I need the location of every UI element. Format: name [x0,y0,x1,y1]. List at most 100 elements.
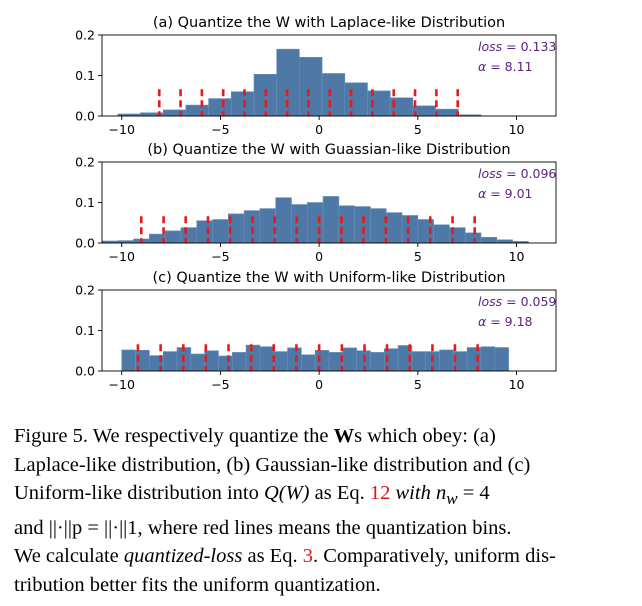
histogram-bar [321,73,346,117]
histogram-bar [306,202,324,244]
figure-caption: Figure 5. We respectively quantize the W… [14,422,628,600]
histogram-bar [218,355,233,372]
caption-text: tribution better fits the uniform quanti… [14,574,381,597]
alpha-value: = 9.01 [486,186,532,201]
x-tick-label: 0 [315,377,323,392]
histogram-bar [212,219,229,244]
caption-symbol-w: W [333,425,355,447]
alpha-annotation: α = 9.01 [478,186,533,201]
x-tick-label: 5 [414,249,422,264]
y-tick-label: 0.1 [75,195,95,210]
loss-label: loss [478,166,503,181]
y-tick-label: 0.2 [75,283,95,298]
alpha-value: = 9.18 [486,314,532,329]
histogram-bar [370,352,385,372]
histogram-bar [180,227,198,244]
caption-emphasis: quantized-loss [123,545,243,568]
histogram-bar [480,346,496,372]
histogram-bar [162,109,187,117]
chart-title: (a) Quantize the W with Laplace-like Dis… [153,15,505,31]
caption-text: = 4 [457,482,490,505]
caption-text: Uniform-like distribution into [14,482,264,505]
x-tick-label: 0 [315,122,323,137]
y-tick-label: 0.0 [75,109,95,124]
caption-math: with n [390,482,447,505]
histogram-bar [245,344,261,372]
chart-panel-2: (b) Quantize the W with Guassian-like Di… [75,142,557,264]
histogram-bar [314,350,330,372]
y-tick-label: 0.1 [75,68,95,83]
loss-value: = 0.133 [502,39,556,54]
histogram-bar [121,349,136,372]
alpha-label: α [478,186,487,201]
alpha-label: α [478,314,487,329]
caption-text: s which obey: (a) [354,425,496,447]
caption-math: Q(W) [263,482,310,505]
histogram-bar [259,346,275,372]
histogram-bar [401,215,419,244]
y-tick-label: 0.2 [75,155,95,170]
histogram-bar [185,104,209,117]
histogram-bar [287,347,302,372]
histogram-bar [291,204,308,244]
histogram-bar [370,208,387,244]
x-tick-label: 10 [509,377,525,392]
x-tick-label: 10 [509,122,525,137]
histogram-bar [275,197,292,244]
x-tick-label: 0 [315,249,323,264]
histogram-bar [301,354,316,372]
histogram-bar [354,206,371,244]
caption-text: . Comparatively, uniform dis- [312,545,556,568]
histogram-bar [162,351,178,372]
histogram-bar [259,208,277,244]
x-tick-label: −10 [109,249,135,264]
loss-annotation: loss = 0.133 [478,39,556,54]
loss-value: = 0.059 [502,294,556,309]
histogram-bar [273,351,288,372]
x-tick-label: −5 [211,377,229,392]
caption-math-sub: w [446,489,458,509]
alpha-value: = 8.11 [486,59,532,74]
chart-panel-3: (c) Quantize the W with Uniform-like Dis… [75,270,557,392]
histogram-bar [208,98,232,117]
loss-label: loss [478,39,503,54]
loss-value: = 0.096 [502,166,556,181]
x-tick-label: −5 [211,122,229,137]
histogram-bar [243,210,261,244]
histogram-bar [367,90,391,117]
caption-text: We calculate [14,545,124,568]
chart-title: (c) Quantize the W with Uniform-like Dis… [152,270,505,286]
caption-text: as Eq. [309,482,370,505]
caption-text: and ||·||p = ||·||1, where red lines mea… [14,516,512,539]
histogram-bar [299,56,323,117]
histogram-bar [433,224,450,244]
histogram-bar [435,108,459,117]
caption-text: as Eq. [242,545,303,568]
chart-title: (b) Quantize the W with Guassian-like Di… [147,142,510,158]
histogram-bar [230,91,255,117]
x-tick-label: −5 [211,249,229,264]
caption-text: Laplace-like distribution, (b) Gaussian-… [14,453,531,476]
loss-annotation: loss = 0.096 [478,166,556,181]
equation-ref-link[interactable]: 12 [369,482,391,505]
histogram-bar [496,239,513,244]
equation-ref-link[interactable]: 3 [302,545,313,568]
caption-text: Figure 5. We respectively quantize the [14,425,334,447]
alpha-annotation: α = 9.18 [478,314,533,329]
loss-label: loss [478,294,503,309]
x-tick-label: −10 [109,122,135,137]
histogram-bar [494,347,509,372]
histogram-bar [344,82,368,117]
y-tick-label: 0.0 [75,236,95,251]
histogram-bar [439,349,454,372]
histogram-bar [164,230,182,244]
figure: (a) Quantize the W with Laplace-like Dis… [75,15,557,392]
y-tick-label: 0.0 [75,364,95,379]
histogram-bar [480,237,498,244]
x-tick-label: −10 [109,377,135,392]
y-tick-label: 0.2 [75,28,95,43]
histogram-bar [342,347,357,372]
x-tick-label: 5 [414,122,422,137]
histogram-bar [231,352,247,372]
x-tick-label: 10 [509,249,525,264]
